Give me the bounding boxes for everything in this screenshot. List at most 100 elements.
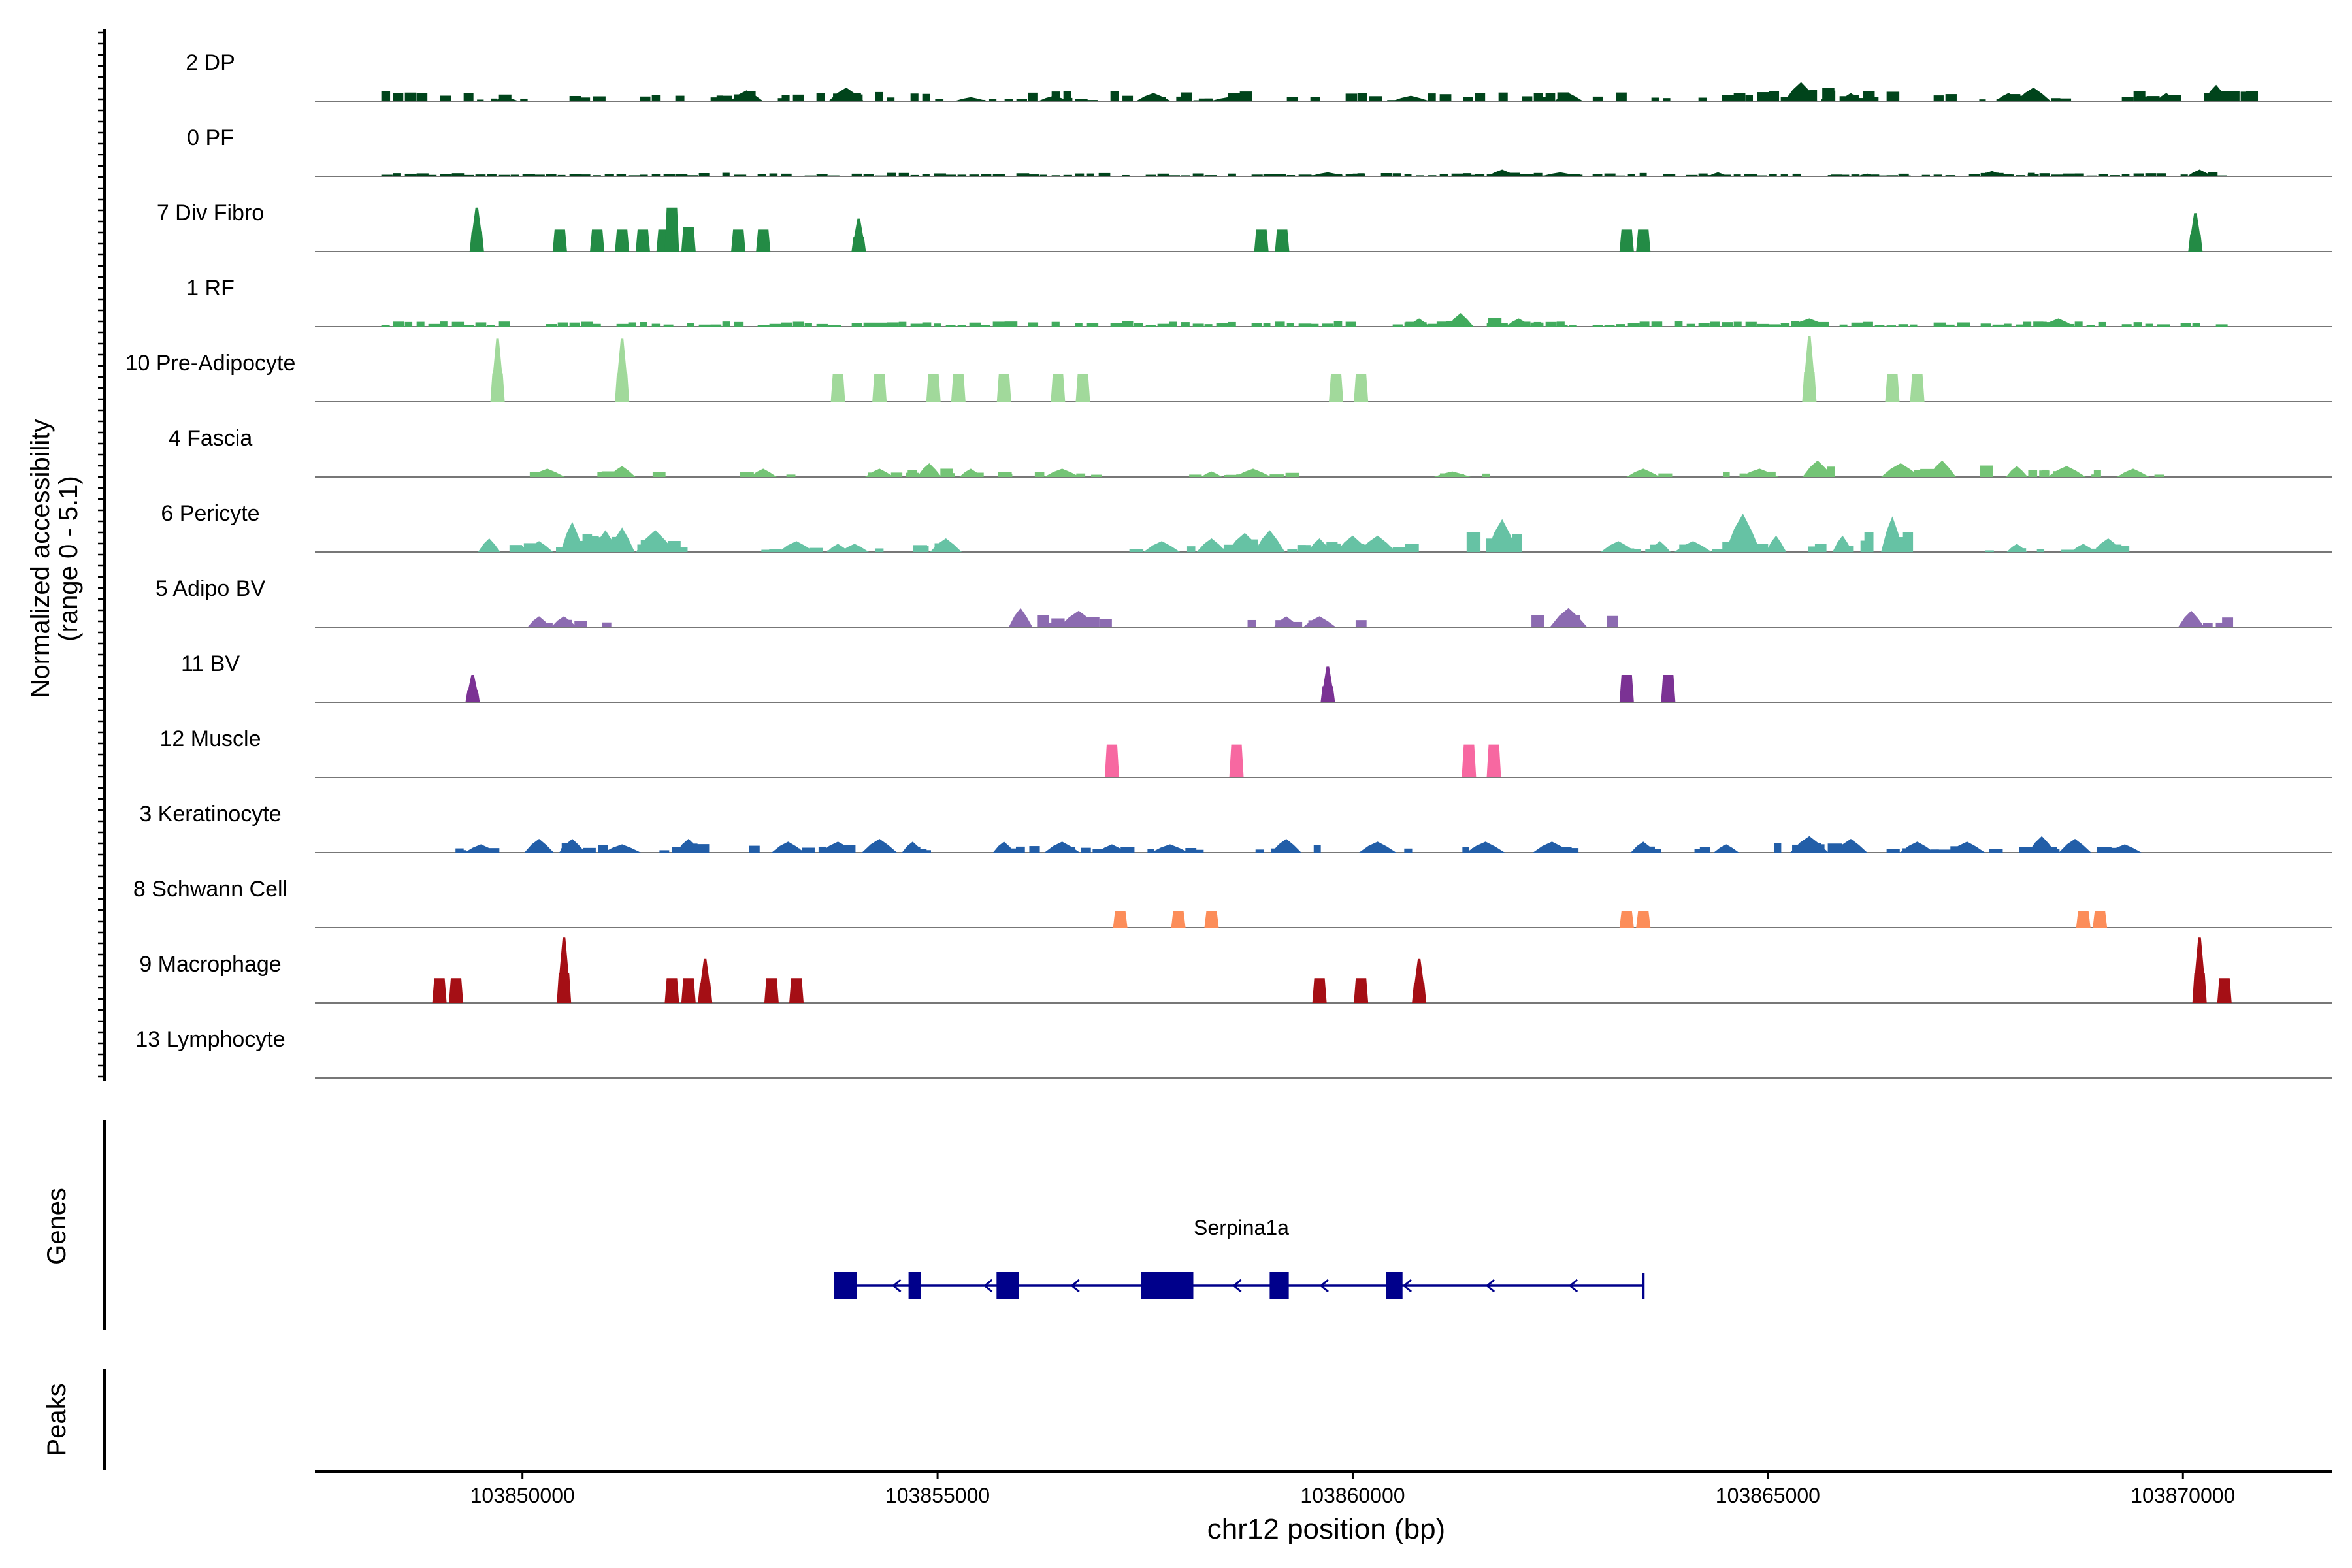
coverage-peak-summit xyxy=(493,338,502,374)
track-12-muscle: 12 Muscle xyxy=(160,727,2332,778)
coverage-peak xyxy=(698,983,713,1003)
coverage-bin xyxy=(416,93,428,101)
coverage-peak xyxy=(1881,463,1921,477)
track-5-adipo-bv: 5 Adipo BV xyxy=(155,576,2332,628)
coverage-bin xyxy=(1463,174,1476,176)
coverage-bin xyxy=(1945,324,1955,327)
coverage-peak xyxy=(756,229,771,252)
coverage-bin xyxy=(1063,91,1071,101)
peaks-panel-label: Peaks xyxy=(42,1383,71,1456)
coverage-bin xyxy=(475,322,487,327)
coverage-bin xyxy=(1086,323,1099,327)
coverage-bin xyxy=(1827,843,1842,853)
coverage-peak xyxy=(992,841,1015,853)
coverage-bin xyxy=(2151,97,2161,101)
coverage-bin xyxy=(1874,325,1885,327)
coverage-bin xyxy=(1486,538,1494,552)
coverage-bin xyxy=(1345,321,1357,327)
coverage-bin xyxy=(2180,174,2188,176)
coverage-bin xyxy=(2098,321,2106,327)
coverage-bin xyxy=(2215,622,2227,627)
coverage-bin xyxy=(2033,321,2044,327)
coverage-bin xyxy=(1524,174,1536,176)
coverage-bin xyxy=(602,622,612,627)
track-10-pre-adipocyte: 10 Pre-Adipocyte xyxy=(125,336,2332,402)
coverage-bin xyxy=(556,547,563,552)
coverage-bin xyxy=(2044,322,2056,327)
coverage-bin xyxy=(1733,174,1741,176)
coverage-bin xyxy=(1286,323,1294,327)
coverage-bin xyxy=(1512,534,1522,552)
coverage-bin xyxy=(487,174,497,176)
coverage-bin xyxy=(1427,323,1442,327)
coverage-bin xyxy=(534,847,545,853)
track-label: 9 Macrophage xyxy=(139,952,281,977)
coverage-bin xyxy=(1110,91,1119,101)
coverage-bin xyxy=(1933,95,1944,101)
coverage-peak xyxy=(730,90,764,101)
coverage-bin xyxy=(1275,620,1290,627)
coverage-bin xyxy=(1298,174,1312,176)
coverage-bin xyxy=(581,97,591,101)
coverage-peak xyxy=(1881,516,1904,552)
coverage-bin xyxy=(2093,470,2101,477)
coverage-peak-summit xyxy=(1323,666,1333,687)
coverage-peak xyxy=(1661,675,1676,702)
track-label: 4 Fascia xyxy=(169,426,253,451)
coverage-bin xyxy=(2086,325,2095,327)
coverage-bin xyxy=(710,97,721,101)
coverage-bin xyxy=(440,174,452,176)
coverage-peak xyxy=(951,374,966,402)
coverage-bin xyxy=(913,545,928,552)
coverage-peak xyxy=(615,229,630,252)
coverage-bin xyxy=(455,850,466,853)
coverage-bin xyxy=(1028,174,1039,176)
coverage-bin xyxy=(1663,174,1676,176)
coverage-bin xyxy=(802,847,815,853)
coverage-bin xyxy=(1854,98,1865,101)
coverage-bin xyxy=(557,322,568,327)
coverage-bin xyxy=(1831,174,1842,176)
coverage-bin xyxy=(569,95,581,101)
coverage-bin xyxy=(1086,173,1094,176)
coverage-bin xyxy=(640,174,648,176)
coverage-peak xyxy=(478,538,501,552)
coverage-bin xyxy=(1271,848,1281,853)
track-6-pericyte: 6 Pericyte xyxy=(161,501,2332,553)
coverage-bin xyxy=(1686,323,1695,327)
coverage-bin xyxy=(781,173,792,176)
coverage-peak xyxy=(1201,471,1222,477)
coverage-bin xyxy=(1722,95,1735,101)
coverage-bin xyxy=(1275,174,1286,176)
coverage-bin xyxy=(1063,174,1072,176)
coverage-bin xyxy=(1886,91,1900,101)
coverage-bin xyxy=(1087,617,1100,627)
coverage-bin xyxy=(1561,847,1572,853)
coverage-bin xyxy=(1463,173,1472,176)
coverage-peak xyxy=(1412,983,1427,1003)
coverage-bin xyxy=(998,472,1012,477)
coverage-peak-summit xyxy=(559,937,569,974)
coverage-bin xyxy=(640,322,647,327)
coverage-bin xyxy=(1228,173,1236,176)
coverage-peak xyxy=(1096,844,1128,853)
genes-panel-label: Genes xyxy=(42,1188,71,1265)
coverage-bin xyxy=(1051,175,1060,176)
coverage-bin xyxy=(1745,95,1754,101)
coverage-bin xyxy=(1157,323,1169,327)
coverage-bin xyxy=(663,324,674,327)
coverage-peak xyxy=(2006,466,2028,477)
coverage-bin xyxy=(887,97,895,101)
coverage-bin xyxy=(1145,325,1156,327)
coverage-bin xyxy=(1939,473,1953,477)
coverage-bin xyxy=(440,321,448,327)
coverage-peak xyxy=(1135,93,1171,101)
coverage-bin xyxy=(1004,99,1013,101)
coverage-bin xyxy=(1541,848,1553,853)
coverage-bin xyxy=(1914,470,1927,477)
coverage-bin xyxy=(534,174,545,176)
coverage-bin xyxy=(1805,323,1816,327)
coverage-bin xyxy=(381,325,390,327)
coverage-bin xyxy=(1193,100,1202,101)
coverage-peak xyxy=(681,227,696,252)
